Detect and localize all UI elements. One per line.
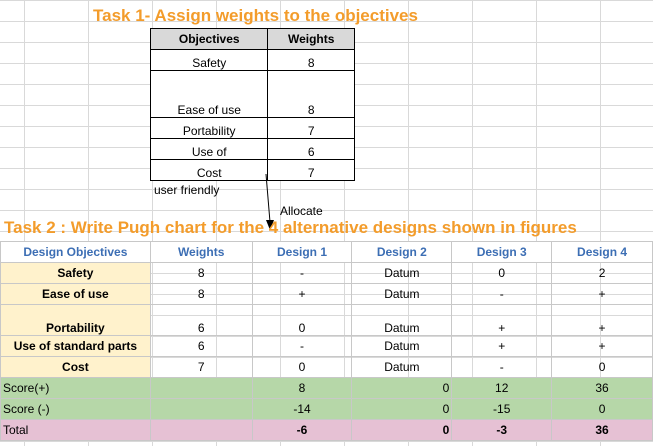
header-design-3[interactable]: Design 3 <box>451 241 553 263</box>
design-4-cell[interactable]: 36 <box>551 377 653 399</box>
header-weights[interactable]: Weights <box>267 28 355 50</box>
design-1-cell[interactable]: + <box>251 283 353 305</box>
objective-cell[interactable]: Safety <box>0 262 151 284</box>
header-design-1[interactable]: Design 1 <box>251 241 353 263</box>
design-3-cell[interactable]: 0 <box>451 262 553 284</box>
design-4-cell[interactable]: + <box>551 304 653 336</box>
objective-cell[interactable]: Ease of use <box>0 283 151 305</box>
score-plus-label[interactable]: Score(+) <box>0 377 151 399</box>
design-3-cell[interactable]: -15 <box>451 398 553 420</box>
design-2-cell[interactable]: 0 <box>351 377 453 399</box>
design-4-cell[interactable]: + <box>551 283 653 305</box>
design-3-cell[interactable]: 12 <box>451 377 553 399</box>
design-2-cell[interactable]: Datum <box>351 356 453 378</box>
design-2-cell[interactable]: Datum <box>351 262 453 284</box>
header-design-4[interactable]: Design 4 <box>551 241 653 263</box>
design-1-cell[interactable]: 0 <box>251 304 353 336</box>
objective-cell[interactable]: Use of <box>149 138 269 160</box>
empty-cell[interactable] <box>149 398 253 420</box>
design-1-cell[interactable]: -14 <box>251 398 353 420</box>
score-plus-row: Score(+) 8 0 12 36 <box>0 377 653 399</box>
objective-cell[interactable]: Portability <box>149 117 269 139</box>
weight-cell[interactable]: 6 <box>149 304 253 336</box>
total-label[interactable]: Total <box>0 419 151 441</box>
objectives-weights-table: Objectives Weights Safety 8 Ease of use … <box>149 28 355 181</box>
weight-cell[interactable]: 6 <box>267 138 355 160</box>
weight-cell[interactable]: 7 <box>149 356 253 378</box>
weight-cell[interactable]: 8 <box>267 49 355 71</box>
pugh-chart-table: Design Objectives Weights Design 1 Desig… <box>0 241 653 441</box>
design-4-cell[interactable]: 0 <box>551 356 653 378</box>
design-2-cell[interactable]: Datum <box>351 283 453 305</box>
weight-cell[interactable]: 8 <box>149 262 253 284</box>
design-2-cell[interactable]: Datum <box>351 335 453 357</box>
table-row: Safety 8 - Datum 0 2 <box>0 262 653 284</box>
empty-cell[interactable] <box>149 419 253 441</box>
design-4-cell[interactable]: 2 <box>551 262 653 284</box>
table-row: Use of standard parts 6 - Datum + + <box>0 335 653 357</box>
design-4-cell[interactable]: 0 <box>551 398 653 420</box>
user-friendly-note[interactable]: user friendly <box>154 183 220 197</box>
score-minus-row: Score (-) -14 0 -15 0 <box>0 398 653 420</box>
header-weights[interactable]: Weights <box>149 241 253 263</box>
table-row: Ease of use 8 + Datum - + <box>0 283 653 305</box>
objective-cell[interactable]: Use of standard parts <box>0 335 151 357</box>
weight-cell[interactable]: 7 <box>267 117 355 139</box>
allocate-label: Allocate <box>280 204 323 218</box>
objective-cell[interactable]: Ease of use <box>149 70 269 118</box>
design-1-cell[interactable]: 0 <box>251 356 353 378</box>
objective-cell[interactable]: Cost <box>0 356 151 378</box>
header-design-objectives[interactable]: Design Objectives <box>0 241 151 263</box>
design-4-cell[interactable]: 36 <box>551 419 653 441</box>
table-row: Portability 6 0 Datum + + <box>0 304 653 336</box>
task2-title: Task 2 : Write Pugh chart for the 4 alte… <box>4 218 577 237</box>
objective-cell[interactable]: Cost <box>149 159 269 181</box>
design-1-cell[interactable]: -6 <box>251 419 353 441</box>
design-3-cell[interactable]: + <box>451 335 553 357</box>
header-design-2[interactable]: Design 2 <box>351 241 453 263</box>
design-2-cell[interactable]: 0 <box>351 398 453 420</box>
design-3-cell[interactable]: + <box>451 304 553 336</box>
design-1-cell[interactable]: 8 <box>251 377 353 399</box>
total-row: Total -6 0 -3 36 <box>0 419 653 441</box>
task1-title: Task 1- Assign weights to the objectives <box>93 6 418 25</box>
header-objectives[interactable]: Objectives <box>149 28 269 50</box>
score-minus-label[interactable]: Score (-) <box>0 398 151 420</box>
design-2-cell[interactable]: Datum <box>351 304 453 336</box>
design-1-cell[interactable]: - <box>251 262 353 284</box>
empty-cell[interactable] <box>149 377 253 399</box>
weight-cell[interactable]: 8 <box>149 283 253 305</box>
design-1-cell[interactable]: - <box>251 335 353 357</box>
objective-cell[interactable]: Portability <box>0 304 151 336</box>
design-3-cell[interactable]: - <box>451 356 553 378</box>
weight-cell[interactable]: 7 <box>267 159 355 181</box>
table-row: Cost 7 0 Datum - 0 <box>0 356 653 378</box>
design-3-cell[interactable]: - <box>451 283 553 305</box>
allocate-arrow <box>265 174 274 230</box>
weight-cell[interactable]: 6 <box>149 335 253 357</box>
design-4-cell[interactable]: + <box>551 335 653 357</box>
weight-cell[interactable]: 8 <box>267 70 355 118</box>
design-3-cell[interactable]: -3 <box>451 419 553 441</box>
design-2-cell[interactable]: 0 <box>351 419 453 441</box>
objective-cell[interactable]: Safety <box>149 49 269 71</box>
